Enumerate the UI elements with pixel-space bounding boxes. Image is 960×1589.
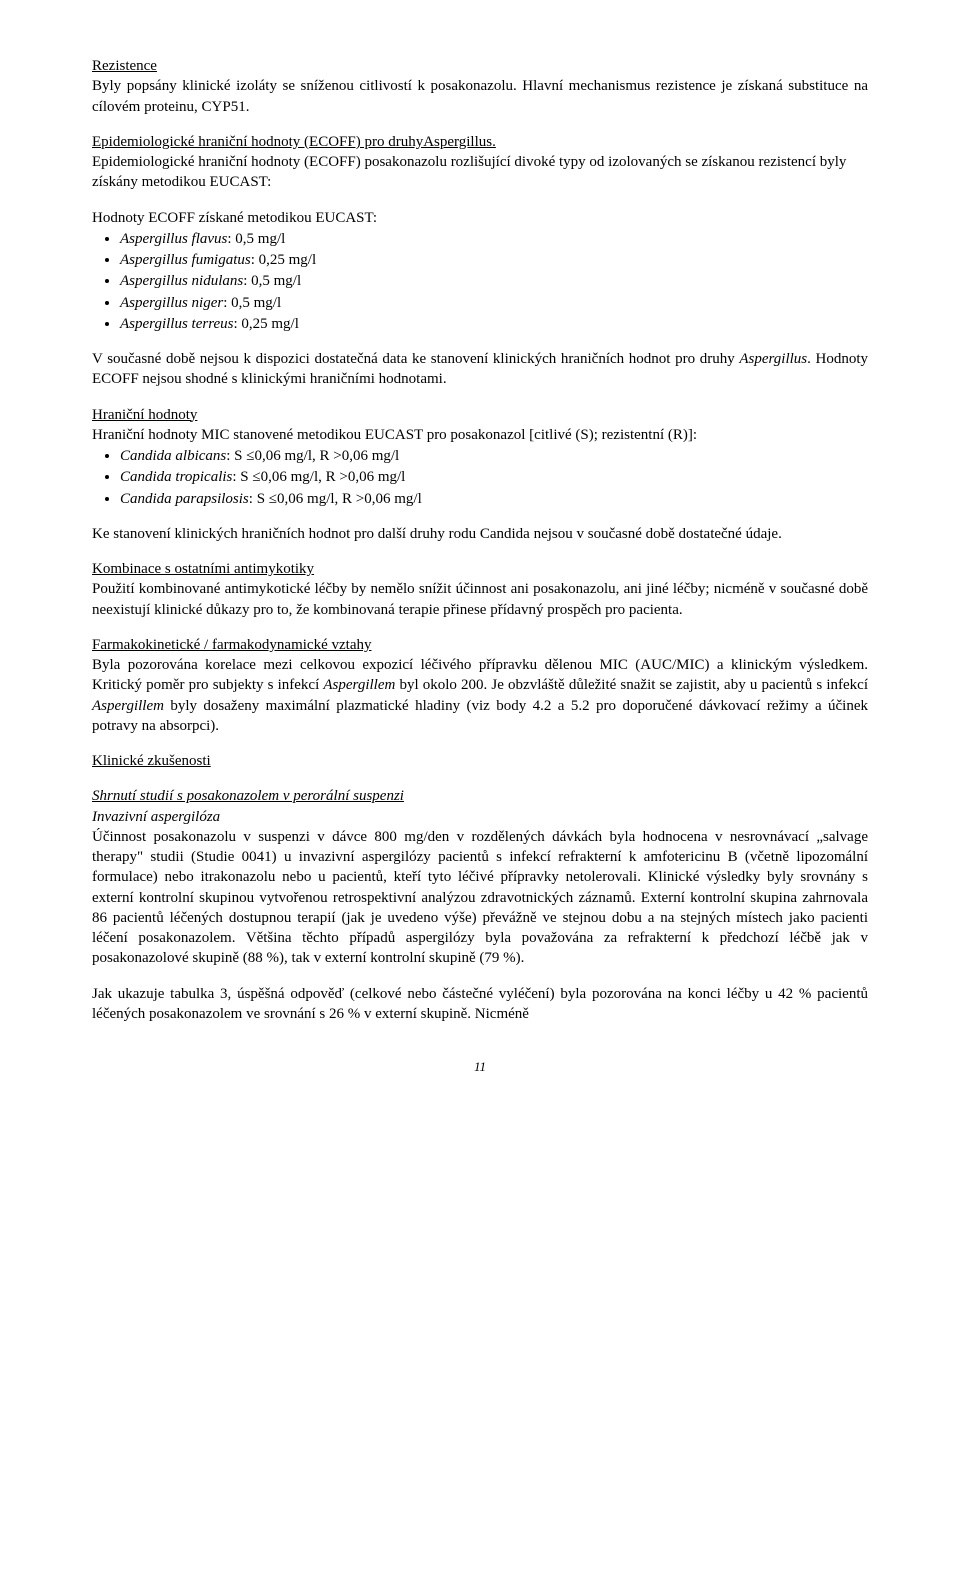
species-name: Candida tropicalis [120,469,232,485]
section-heading-hranicni: Hraniční hodnoty [92,405,868,425]
species-name: Aspergillus flavus [120,231,227,247]
value-text: : 0,5 mg/l [243,273,301,289]
species-name: Aspergillus [739,351,807,367]
text-span: V současné době nejsou k dispozici dosta… [92,351,739,367]
species-name: Aspergillus terreus [120,316,233,332]
subheading: Invazivní aspergilóza [92,807,868,827]
text-span: byl okolo 200. Je obzvláště důležité sna… [395,677,868,693]
section-heading-shrnuti: Shrnutí studií s posakonazolem v perorál… [92,786,868,806]
species-name: Aspergillem [323,677,395,693]
section-heading-klinicke: Klinické zkušenosti [92,751,868,771]
body-text: Jak ukazuje tabulka 3, úspěšná odpověď (… [92,984,868,1025]
value-text: : S ≤0,06 mg/l, R >0,06 mg/l [232,469,405,485]
species-name: Aspergillem [92,698,164,714]
mic-list: Candida albicans: S ≤0,06 mg/l, R >0,06 … [92,446,868,509]
list-lead: Hodnoty ECOFF získané metodikou EUCAST: [92,208,868,228]
species-name: Aspergillus nidulans [120,273,243,289]
body-text: V současné době nejsou k dispozici dosta… [92,349,868,390]
list-item: Candida tropicalis: S ≤0,06 mg/l, R >0,0… [120,467,868,487]
text-span: byly dosaženy maximální plazmatické hlad… [92,698,868,734]
list-item: Aspergillus nidulans: 0,5 mg/l [120,271,868,291]
body-text: Byly popsány klinické izoláty se sníženo… [92,76,868,117]
value-text: : 0,25 mg/l [233,316,298,332]
body-text: Použití kombinované antimykotické léčby … [92,579,868,620]
section-heading-ecoff: Epidemiologické hraniční hodnoty (ECOFF)… [92,132,868,152]
species-name: Candida parapsilosis [120,491,249,507]
list-item: Aspergillus niger: 0,5 mg/l [120,293,868,313]
value-text: : 0,25 mg/l [251,252,316,268]
list-item: Aspergillus terreus: 0,25 mg/l [120,314,868,334]
list-item: Aspergillus fumigatus: 0,25 mg/l [120,250,868,270]
value-text: : 0,5 mg/l [227,231,285,247]
body-text: Epidemiologické hraniční hodnoty (ECOFF)… [92,152,868,193]
value-text: : S ≤0,06 mg/l, R >0,06 mg/l [226,448,399,464]
body-text: Hraniční hodnoty MIC stanovené metodikou… [92,425,868,445]
species-name: Aspergillus fumigatus [120,252,251,268]
list-item: Candida parapsilosis: S ≤0,06 mg/l, R >0… [120,489,868,509]
page-number: 11 [92,1058,868,1076]
value-text: : S ≤0,06 mg/l, R >0,06 mg/l [249,491,422,507]
value-text: : 0,5 mg/l [223,295,281,311]
section-heading-rezistence: Rezistence [92,56,868,76]
list-item: Aspergillus flavus: 0,5 mg/l [120,229,868,249]
body-text: Účinnost posakonazolu v suspenzi v dávce… [92,827,868,969]
section-heading-pkpd: Farmakokinetické / farmakodynamické vzta… [92,635,868,655]
body-text: Byla pozorována korelace mezi celkovou e… [92,655,868,736]
ecoff-list: Aspergillus flavus: 0,5 mg/l Aspergillus… [92,229,868,334]
species-name: Candida albicans [120,448,226,464]
species-name: Aspergillus niger [120,295,223,311]
body-text: Ke stanovení klinických hraničních hodno… [92,524,868,544]
section-heading-kombinace: Kombinace s ostatními antimykotiky [92,559,868,579]
list-item: Candida albicans: S ≤0,06 mg/l, R >0,06 … [120,446,868,466]
